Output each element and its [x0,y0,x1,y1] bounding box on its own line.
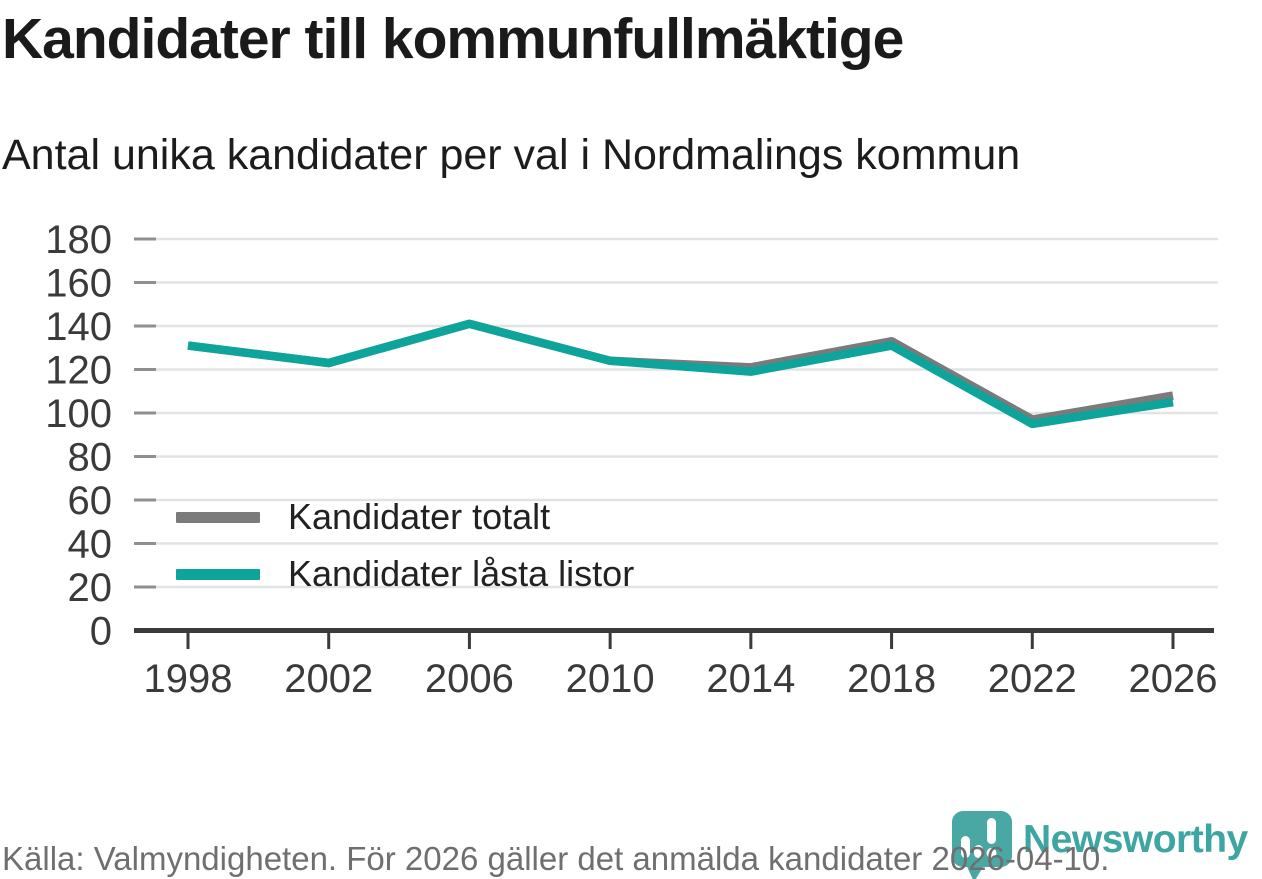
x-axis-label: 2002 [284,657,373,701]
legend-swatch-locked-lists-icon [176,568,260,580]
legend-label-total: Kandidater totalt [288,496,551,537]
legend-item-total: Kandidater totalt [176,496,634,538]
legend-label-locked-lists: Kandidater låsta listor [288,553,635,594]
chart-legend: Kandidater totalt Kandidater låsta listo… [176,496,634,610]
legend-swatch-total-icon [176,511,260,523]
y-axis-label: 20 [68,566,113,610]
x-axis-label: 2010 [566,657,655,701]
newsworthy-logo: Newsworthy [951,810,1248,879]
y-axis-label: 160 [45,262,112,306]
y-axis-label: 0 [90,610,112,654]
x-axis-label: 2018 [847,657,936,701]
x-axis-label: 1998 [144,657,233,701]
page-title: Kandidater till kommunfullmäktige [2,7,904,71]
series-line-total [187,319,1174,424]
legend-item-locked-lists: Kandidater låsta listor [176,553,634,595]
y-axis-label: 100 [45,392,112,436]
series-line-locked-lists [187,319,1174,429]
y-axis-label: 140 [45,305,112,349]
x-axis-label: 2014 [706,657,795,701]
y-axis-label: 180 [45,218,112,262]
chart-subtitle: Antal unika kandidater per val i Nordmal… [2,131,1021,179]
y-axis-label: 120 [45,349,112,393]
x-axis-label: 2026 [1129,657,1218,701]
y-axis-label: 40 [68,523,113,567]
x-axis-label: 2022 [988,657,1077,701]
source-note: Källa: Valmyndigheten. För 2026 gäller d… [2,840,1110,877]
x-axis-label: 2006 [425,657,514,701]
y-axis-label: 80 [68,436,113,480]
newsworthy-logo-mark-icon [952,811,1012,879]
y-axis-label: 60 [68,479,113,523]
newsworthy-wordmark: Newsworthy [1023,818,1248,861]
